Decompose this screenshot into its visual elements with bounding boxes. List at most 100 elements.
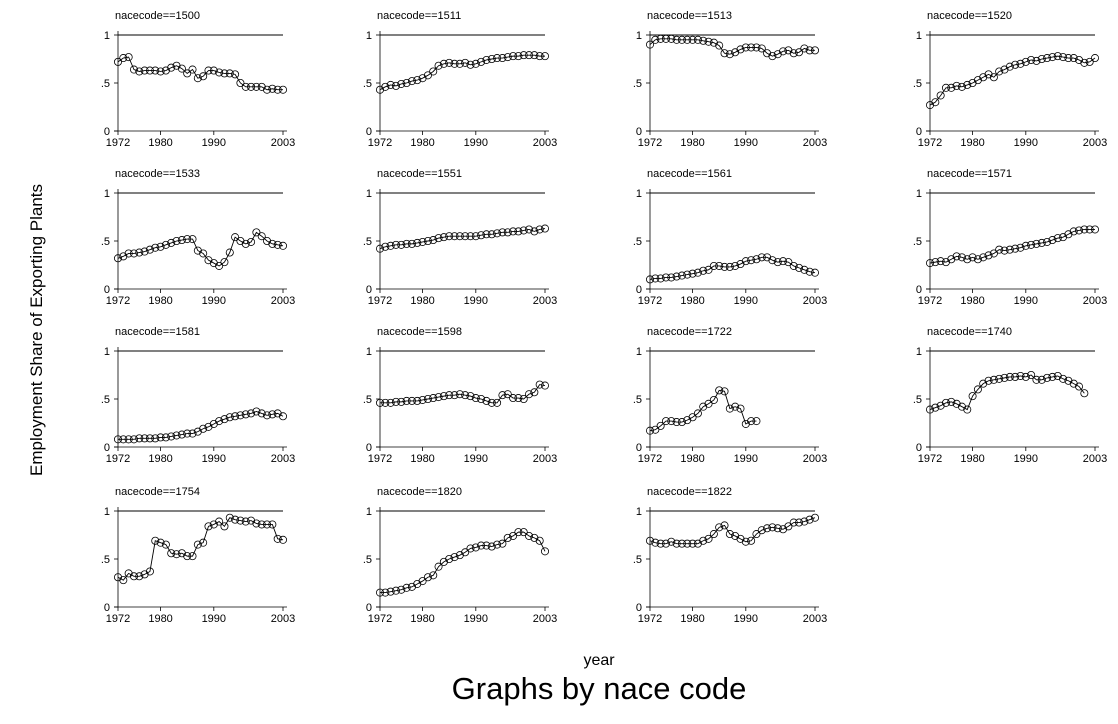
data-point [725, 404, 734, 413]
data-point [757, 526, 766, 535]
x-tick-label: 1980 [680, 453, 704, 465]
data-point [1032, 239, 1041, 248]
data-point [204, 66, 213, 75]
y-tick-label: 0 [366, 442, 372, 454]
data-point [151, 243, 160, 252]
data-point [434, 562, 443, 571]
series-line [117, 231, 284, 267]
series-line [117, 56, 283, 91]
x-tick-label: 1990 [464, 453, 488, 465]
data-point [418, 237, 427, 246]
data-point [1000, 373, 1009, 382]
data-point [402, 583, 411, 592]
x-tick-label: 2003 [803, 295, 827, 307]
panel-title: nacecode==1500 [115, 10, 200, 22]
data-point [709, 395, 718, 404]
data-point [199, 72, 208, 81]
data-point [519, 394, 528, 403]
x-tick-label: 1972 [918, 295, 942, 307]
data-point [450, 232, 459, 241]
data-point [530, 388, 539, 397]
data-point [145, 567, 154, 576]
data-point [397, 397, 406, 406]
x-tick-label: 2003 [1083, 137, 1107, 149]
series-line [380, 384, 546, 404]
data-point [1027, 55, 1036, 64]
data-point [677, 418, 686, 427]
data-point [1011, 244, 1020, 253]
data-point [979, 253, 988, 262]
data-point [450, 59, 459, 68]
data-point [535, 536, 544, 545]
data-point [231, 412, 240, 421]
data-point [800, 517, 809, 526]
data-point [720, 49, 729, 58]
data-point [407, 239, 416, 248]
data-point [752, 43, 761, 52]
data-point [231, 70, 240, 79]
data-point [140, 247, 149, 256]
data-point [1091, 54, 1100, 63]
data-point [199, 538, 208, 547]
data-point [477, 231, 486, 240]
data-point [391, 240, 400, 249]
panel-title: nacecode==1551 [377, 168, 462, 180]
data-point [124, 249, 133, 258]
data-point [1048, 372, 1057, 381]
data-point [386, 587, 395, 596]
data-point [241, 517, 250, 526]
y-tick-label: 1 [916, 30, 922, 42]
x-tick-label: 1972 [106, 137, 130, 149]
data-point [471, 59, 480, 68]
data-point [466, 544, 475, 553]
data-point [466, 392, 475, 401]
data-point [509, 227, 518, 236]
data-point [445, 391, 454, 400]
data-point [386, 241, 395, 250]
data-point [699, 266, 708, 275]
y-tick-label: 0 [916, 284, 922, 296]
y-tick-label: 0 [366, 284, 372, 296]
data-point [677, 271, 686, 280]
data-point [704, 265, 713, 274]
data-point [941, 398, 950, 407]
data-point [273, 240, 282, 249]
data-point [471, 543, 480, 552]
data-point [773, 258, 782, 267]
panel-title: nacecode==1511 [377, 10, 461, 22]
data-point [752, 530, 761, 539]
data-point [752, 417, 761, 426]
data-point [487, 542, 496, 551]
data-point [407, 396, 416, 405]
data-point [541, 224, 550, 233]
data-point [725, 262, 734, 271]
data-point [247, 237, 256, 246]
data-point [204, 522, 213, 531]
data-point [656, 539, 665, 548]
data-point [747, 536, 756, 545]
data-point [509, 52, 518, 61]
data-point [278, 535, 287, 544]
y-tick-label: 0 [366, 126, 372, 138]
data-point [423, 394, 432, 403]
y-tick-label: .5 [633, 394, 642, 406]
data-point [1021, 241, 1030, 250]
series-line [649, 517, 816, 545]
data-point [429, 67, 438, 76]
data-point [715, 41, 724, 50]
data-point [811, 46, 820, 55]
data-point [936, 91, 945, 100]
data-point [963, 405, 972, 414]
data-point [931, 98, 940, 107]
y-tick-label: 1 [916, 346, 922, 358]
data-point [741, 257, 750, 266]
x-tick-label: 1972 [106, 295, 130, 307]
y-tick-label: 0 [104, 126, 110, 138]
data-point [183, 552, 192, 561]
y-tick-label: 1 [104, 346, 110, 358]
x-tick-label: 2003 [803, 613, 827, 625]
data-point [989, 375, 998, 384]
data-point [439, 392, 448, 401]
data-point [268, 239, 277, 248]
data-point [151, 434, 160, 443]
